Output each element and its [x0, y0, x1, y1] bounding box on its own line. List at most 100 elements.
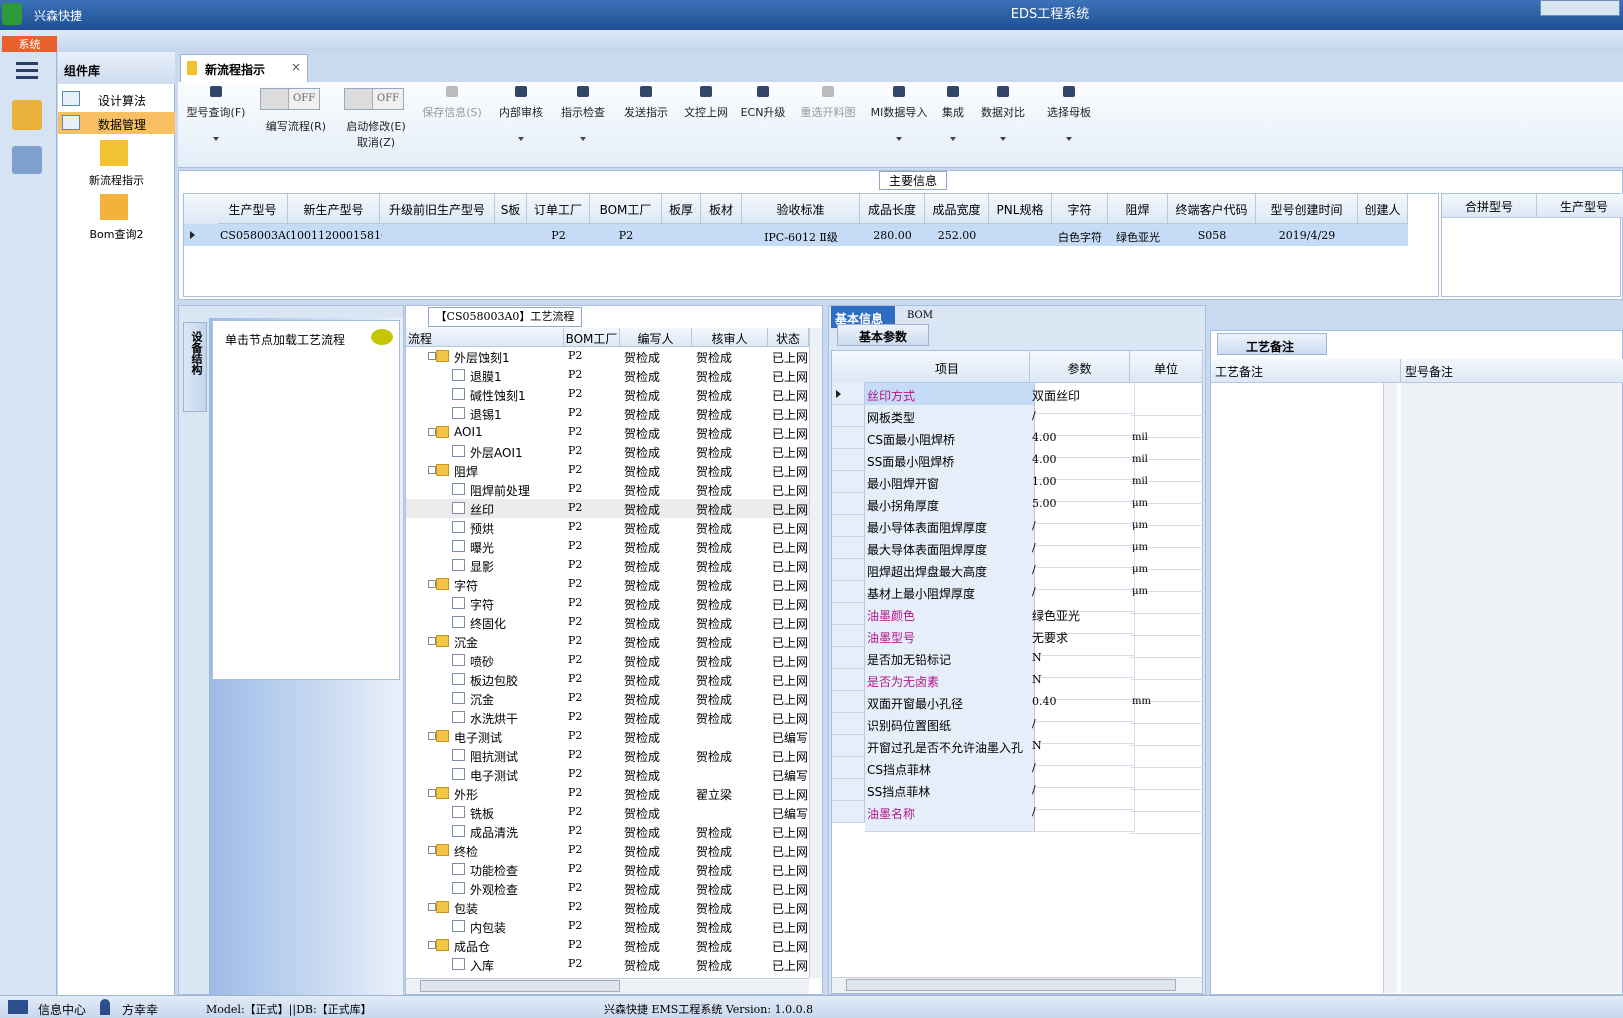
expand-box[interactable]	[428, 637, 436, 645]
remark-tab[interactable]: 工艺备注	[1217, 333, 1327, 355]
tree-cell[interactable]: 沉金	[454, 636, 479, 650]
param-value[interactable]: /	[1030, 757, 1135, 788]
tab-close[interactable]: ×	[291, 60, 302, 74]
toolbar-button[interactable]: 集成	[934, 82, 972, 166]
tree-cell[interactable]: 成品仓	[454, 940, 491, 954]
tree-cell[interactable]: 阻焊前处理	[470, 484, 531, 498]
tree-cell[interactable]: 入库	[470, 959, 495, 973]
param-value[interactable]: 双面丝印	[1030, 383, 1135, 414]
tree-cell[interactable]: 功能检查	[470, 864, 519, 878]
tree-cell[interactable]: 包装	[454, 902, 479, 916]
nav-icon[interactable]	[12, 100, 42, 130]
tree-cell[interactable]: 成品清洗	[470, 826, 519, 840]
expand-box[interactable]	[428, 789, 436, 797]
param-value[interactable]: N	[1030, 647, 1135, 678]
expand-box[interactable]	[428, 352, 436, 360]
param-value[interactable]: /	[1030, 405, 1135, 436]
param-value[interactable]: 无要求	[1030, 625, 1135, 656]
shortcut-icon[interactable]	[100, 140, 128, 166]
tab[interactable]: 新流程指示 ×	[180, 54, 308, 82]
tree-cell[interactable]: 喷砂	[470, 655, 495, 669]
tree-cell[interactable]: 终检	[454, 845, 479, 859]
param-value[interactable]: 1.00	[1030, 471, 1135, 502]
expand-box[interactable]	[428, 941, 436, 949]
param-value[interactable]: 4.00	[1030, 427, 1135, 458]
tree-cell[interactable]: 显影	[470, 560, 495, 574]
param-value[interactable]: /	[1030, 515, 1135, 546]
tree-cell[interactable]: 丝印	[470, 503, 495, 517]
tree-cell[interactable]: 水洗烘干	[470, 712, 519, 726]
toolbar-button[interactable]: 发送指示	[614, 82, 678, 166]
dropdown-arrow[interactable]	[896, 137, 902, 141]
shortcut-icon[interactable]	[100, 194, 128, 220]
tree-cell[interactable]: AOI1	[454, 425, 483, 439]
menu-system[interactable]: 系统	[2, 36, 57, 52]
tree-cell[interactable]: 外层蚀刻1	[454, 351, 510, 365]
dropdown-arrow[interactable]	[213, 137, 219, 141]
param-value[interactable]: /	[1030, 801, 1135, 832]
tree-cell[interactable]: 沉金	[470, 693, 495, 707]
nav-icon[interactable]	[12, 146, 42, 174]
expand-box[interactable]	[428, 903, 436, 911]
h-scroll-thumb[interactable]	[846, 979, 1176, 991]
tree-cell[interactable]: 字符	[454, 579, 479, 593]
nav-item[interactable]: 设计算法	[58, 88, 175, 110]
toolbar-button[interactable]: 内部审核	[490, 82, 552, 166]
toolbar-button[interactable]: 重选开料图	[792, 82, 864, 166]
param-value[interactable]: /	[1030, 713, 1135, 744]
expand-box[interactable]	[428, 580, 436, 588]
tree-cell[interactable]: 阻焊	[454, 465, 479, 479]
param-value[interactable]: N	[1030, 735, 1135, 766]
tree-cell[interactable]: 外形	[454, 788, 479, 802]
info-tab[interactable]: 基本信息	[831, 306, 895, 328]
h-scroll-thumb[interactable]	[420, 980, 620, 992]
dropdown-arrow[interactable]	[950, 137, 956, 141]
tree-cell[interactable]: 外层AOI1	[470, 446, 523, 460]
toolbar-button[interactable]: 指示检查	[552, 82, 614, 166]
expand-box[interactable]	[428, 846, 436, 854]
window-controls[interactable]	[1540, 0, 1620, 16]
dropdown-arrow[interactable]	[518, 137, 524, 141]
tree-cell[interactable]: 内包装	[470, 921, 507, 935]
tree-cell[interactable]: 板边包胶	[470, 674, 519, 688]
subtab[interactable]	[837, 324, 929, 346]
param-value[interactable]: 4.00	[1030, 449, 1135, 480]
param-value[interactable]: 0.40	[1030, 691, 1135, 722]
tree-cell[interactable]: 预烘	[470, 522, 495, 536]
param-value[interactable]: 5.00	[1030, 493, 1135, 524]
toolbar-button[interactable]: 选择母板	[1034, 82, 1104, 166]
tree-cell[interactable]: 退膜1	[470, 370, 502, 384]
menu-icon[interactable]	[16, 62, 38, 65]
nav-item[interactable]: 数据管理	[58, 112, 175, 134]
tree-cell[interactable]: 字符	[470, 598, 495, 612]
vertical-tab[interactable]: 设备结构	[183, 322, 207, 412]
expand-box[interactable]	[428, 732, 436, 740]
toolbar-button[interactable]: 型号查询(F)	[178, 82, 254, 166]
toolbar-button[interactable]: 保存信息(S)	[414, 82, 490, 166]
dropdown-arrow[interactable]	[580, 137, 586, 141]
dropdown-arrow[interactable]	[1000, 137, 1006, 141]
toggle-switch[interactable]: OFF	[344, 88, 404, 110]
dropdown-arrow[interactable]	[1066, 137, 1072, 141]
toolbar-button[interactable]: MI数据导入	[864, 82, 934, 166]
tree-cell[interactable]: 阻抗测试	[470, 750, 519, 764]
param-value[interactable]: N	[1030, 669, 1135, 700]
toggle-switch[interactable]: OFF	[260, 88, 320, 110]
tree-cell[interactable]: 电子测试	[454, 731, 503, 745]
param-value[interactable]: 绿色亚光	[1030, 603, 1135, 634]
tree-cell[interactable]: 电子测试	[470, 769, 519, 783]
toolbar-button[interactable]: 数据对比	[972, 82, 1034, 166]
tree-cell[interactable]: 退锡1	[470, 408, 502, 422]
toolbar-button[interactable]: OFF 启动修改(E) 取消(Z)	[338, 82, 414, 166]
tree-cell[interactable]: 铣板	[470, 807, 495, 821]
tree-cell[interactable]: 外观检查	[470, 883, 519, 897]
toolbar-button[interactable]: 文控上网	[678, 82, 734, 166]
toolbar-button[interactable]: ECN升级	[734, 82, 792, 166]
param-value[interactable]: /	[1030, 581, 1135, 612]
param-value[interactable]: /	[1030, 779, 1135, 810]
tree-cell[interactable]: 碱性蚀刻1	[470, 389, 526, 403]
expand-box[interactable]	[428, 466, 436, 474]
toolbar-button[interactable]: OFF 编写流程(R)	[254, 82, 338, 166]
expand-box[interactable]	[428, 428, 436, 436]
tree-cell[interactable]: 终固化	[470, 617, 507, 631]
